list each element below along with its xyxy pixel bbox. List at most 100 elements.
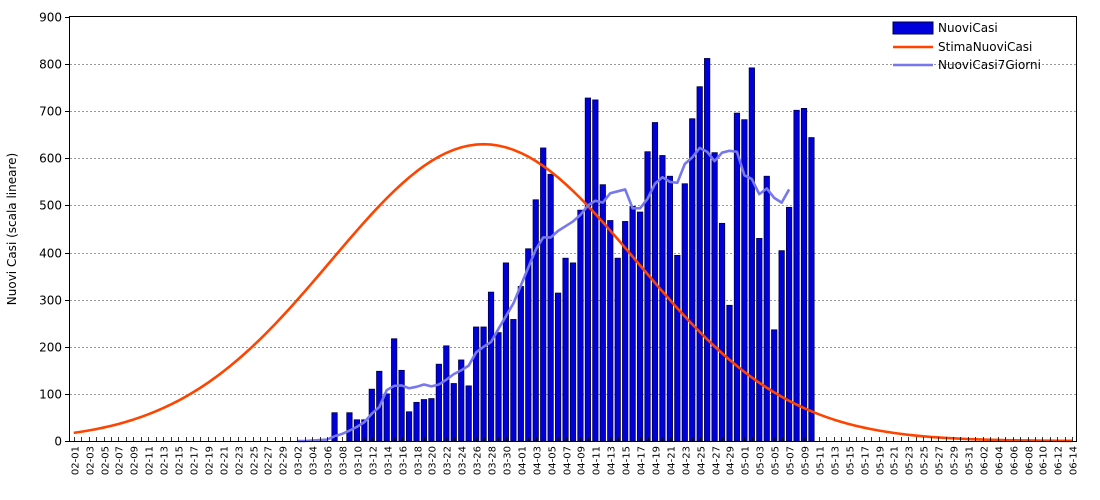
x-tick-label: 02-05 xyxy=(101,446,112,475)
x-tick-label: 05-11 xyxy=(816,446,827,475)
bar xyxy=(443,345,450,442)
bar xyxy=(763,175,770,442)
bar xyxy=(525,248,532,442)
x-tick-label: 05-25 xyxy=(920,446,931,475)
bar xyxy=(420,399,428,442)
y-tick-label: 800 xyxy=(39,58,62,72)
bar xyxy=(607,220,614,442)
x-tick-label: 03-24 xyxy=(458,446,469,475)
x-tick-label: 03-22 xyxy=(443,446,454,475)
bar xyxy=(756,238,763,442)
x-tick-label: 05-15 xyxy=(846,446,857,475)
legend-label-nuovicasi7giorni: NuoviCasi7Giorni xyxy=(938,58,1041,72)
x-tick-label: 05-19 xyxy=(876,446,887,475)
legend-swatch-nuovicasi xyxy=(892,21,934,35)
x-tick-label: 02-01 xyxy=(71,446,82,475)
x-tick-label: 05-29 xyxy=(950,446,961,475)
x-tick-label: 02-17 xyxy=(190,446,201,475)
x-tick-label: 03-02 xyxy=(294,446,305,475)
bar xyxy=(786,206,793,442)
x-tick-label: 02-25 xyxy=(250,446,261,475)
x-tick-label: 05-05 xyxy=(771,446,782,475)
x-tick-label: 04-01 xyxy=(518,446,529,475)
x-tick-label: 04-23 xyxy=(682,446,693,475)
legend-label-stimanuovicasi: StimaNuoviCasi xyxy=(938,40,1032,54)
bar xyxy=(659,155,666,442)
line-stimanuovicasi xyxy=(73,142,1073,443)
x-tick-label: 06-14 xyxy=(1069,446,1080,475)
y-tick-label: 400 xyxy=(39,247,62,261)
x-tick-label: 05-21 xyxy=(890,446,901,475)
x-tick-label: 05-31 xyxy=(965,446,976,475)
x-tick-label: 03-20 xyxy=(428,446,439,475)
bar xyxy=(398,369,405,442)
x-tick-label: 05-09 xyxy=(801,446,812,475)
x-tick-label: 03-10 xyxy=(354,446,365,475)
y-axis-label: Nuovi Casi (scala lineare) xyxy=(5,153,19,305)
x-tick-label: 03-14 xyxy=(384,446,395,475)
y-tick-label: 700 xyxy=(39,105,62,119)
y-tick-label: 500 xyxy=(39,199,62,213)
x-tick-label: 02-07 xyxy=(115,446,126,475)
bar xyxy=(614,257,621,442)
x-tick-label: 02-21 xyxy=(220,446,231,475)
bar xyxy=(711,152,718,442)
x-tick-label: 03-30 xyxy=(503,446,514,475)
y-tick-label: 100 xyxy=(39,388,62,402)
legend-label-nuovicasi: NuoviCasi xyxy=(938,21,998,35)
x-tick-label: 05-27 xyxy=(935,446,946,475)
x-tick-label: 06-04 xyxy=(995,446,1006,475)
bar xyxy=(487,291,495,442)
x-tick-label: 04-13 xyxy=(607,446,618,475)
x-tick-label: 02-19 xyxy=(205,446,216,475)
bar xyxy=(540,147,547,442)
x-tick-label: 03-28 xyxy=(488,446,499,475)
bar xyxy=(577,209,584,442)
x-tick-label: 02-03 xyxy=(86,446,97,475)
y-tick-label: 300 xyxy=(39,294,62,308)
bar xyxy=(383,393,390,442)
x-tick-label: 05-13 xyxy=(831,446,842,475)
y-tick-label: 200 xyxy=(39,341,62,355)
bar xyxy=(592,99,599,442)
bar xyxy=(704,58,711,442)
y-tick-label: 900 xyxy=(39,11,62,25)
bar xyxy=(666,175,673,442)
bar xyxy=(405,411,413,442)
bar xyxy=(696,86,703,442)
y-tick-label: 600 xyxy=(39,152,62,166)
x-tick-label: 03-16 xyxy=(399,446,410,475)
bar xyxy=(502,262,510,442)
x-tick-label: 04-15 xyxy=(622,446,633,475)
x-tick-label: 04-29 xyxy=(726,446,737,475)
x-tick-label: 04-05 xyxy=(548,446,559,475)
x-tick-label: 03-04 xyxy=(309,446,320,475)
x-tick-label: 05-07 xyxy=(786,446,797,475)
x-tick-label: 03-26 xyxy=(473,446,484,475)
x-tick-label: 06-06 xyxy=(1010,446,1021,475)
x-tick-label: 02-29 xyxy=(279,446,290,475)
bar xyxy=(435,363,442,442)
bar xyxy=(428,398,435,442)
line-nuovicasi7giorni xyxy=(297,146,791,443)
x-tick-label: 02-27 xyxy=(264,446,275,475)
x-tick-label: 06-10 xyxy=(1039,446,1050,475)
legend: NuoviCasi StimaNuoviCasi NuoviCasi7Giorn… xyxy=(892,21,1041,72)
bar xyxy=(800,108,808,442)
bar xyxy=(547,173,554,442)
x-tick-label: 03-18 xyxy=(414,446,425,475)
bar xyxy=(718,222,726,442)
x-tick-label: 02-23 xyxy=(235,446,246,475)
y-axis-ticks: 0 100 200 300 400 500 600 700 800 900 xyxy=(39,11,70,449)
bar xyxy=(584,97,591,442)
x-tick-label: 05-17 xyxy=(861,446,872,475)
bar xyxy=(532,199,539,442)
y-tick-label: 0 xyxy=(54,435,62,449)
bar xyxy=(473,326,480,442)
bar xyxy=(555,292,562,442)
x-tick-label: 05-03 xyxy=(756,446,767,475)
x-tick-label: 03-06 xyxy=(324,446,335,475)
bar xyxy=(495,332,502,442)
bar xyxy=(733,112,741,442)
